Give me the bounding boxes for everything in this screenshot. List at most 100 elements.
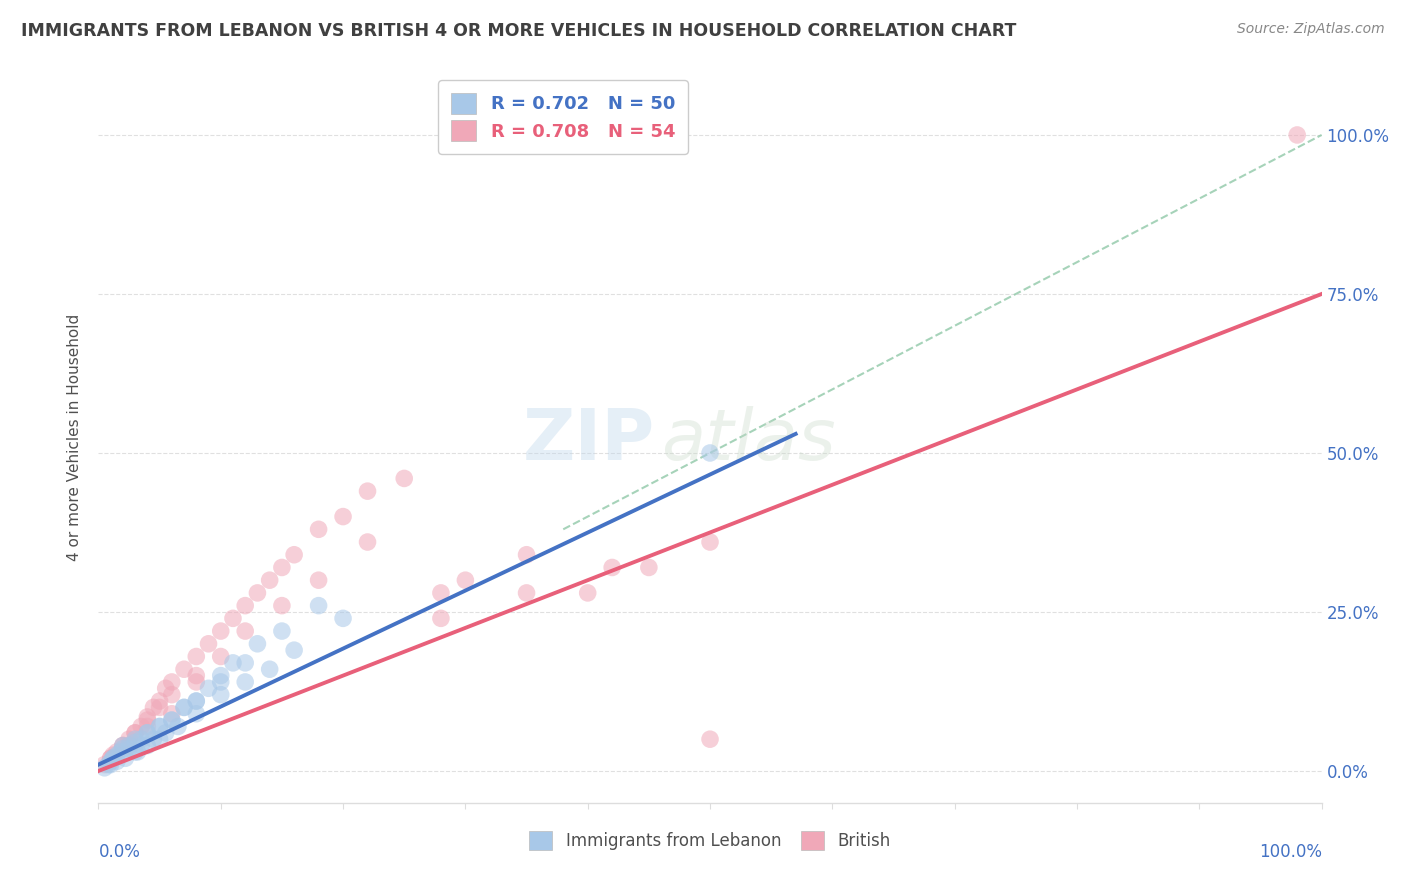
Point — [118, 732, 141, 747]
Point — [105, 755, 128, 769]
Point — [142, 700, 165, 714]
Point — [173, 700, 195, 714]
Legend: Immigrants from Lebanon, British: Immigrants from Lebanon, British — [522, 824, 898, 856]
Point — [186, 706, 208, 721]
Point — [332, 611, 354, 625]
Point — [600, 560, 623, 574]
Point — [160, 706, 183, 721]
Point — [209, 688, 232, 702]
Point — [167, 719, 190, 733]
Point — [105, 748, 128, 763]
Point — [149, 719, 172, 733]
Point — [233, 656, 256, 670]
Point — [332, 509, 354, 524]
Point — [136, 710, 159, 724]
Text: Source: ZipAtlas.com: Source: ZipAtlas.com — [1237, 22, 1385, 37]
Point — [699, 535, 721, 549]
Point — [454, 573, 477, 587]
Point — [124, 745, 146, 759]
Point — [118, 739, 141, 753]
Point — [124, 726, 146, 740]
Point — [118, 739, 141, 753]
Point — [160, 713, 183, 727]
Point — [222, 611, 245, 625]
Point — [283, 548, 305, 562]
Point — [186, 694, 208, 708]
Point — [516, 586, 538, 600]
Point — [124, 726, 146, 740]
Text: 0.0%: 0.0% — [98, 843, 141, 861]
Point — [160, 675, 183, 690]
Point — [392, 471, 416, 485]
Text: atlas: atlas — [661, 406, 835, 475]
Point — [136, 739, 159, 753]
Point — [136, 719, 159, 733]
Point — [101, 751, 124, 765]
Point — [209, 675, 232, 690]
Point — [186, 649, 208, 664]
Point — [105, 745, 128, 759]
Point — [136, 726, 159, 740]
Point — [186, 675, 208, 690]
Point — [160, 688, 183, 702]
Point — [173, 662, 195, 676]
Point — [209, 649, 232, 664]
Point — [233, 624, 256, 638]
Point — [111, 739, 134, 753]
Point — [111, 739, 134, 753]
Point — [283, 643, 305, 657]
Point — [136, 726, 159, 740]
Point — [356, 484, 378, 499]
Text: ZIP: ZIP — [523, 406, 655, 475]
Point — [100, 751, 122, 765]
Point — [246, 586, 269, 600]
Point — [114, 751, 136, 765]
Point — [637, 560, 661, 574]
Point — [93, 757, 115, 772]
Point — [430, 586, 453, 600]
Point — [233, 675, 256, 690]
Point — [155, 726, 177, 740]
Point — [100, 757, 122, 772]
Point — [197, 637, 219, 651]
Point — [516, 548, 538, 562]
Point — [149, 719, 172, 733]
Point — [149, 732, 172, 747]
Point — [576, 586, 599, 600]
Point — [430, 611, 453, 625]
Point — [173, 700, 195, 714]
Point — [111, 741, 134, 756]
Point — [93, 761, 115, 775]
Point — [259, 573, 281, 587]
Point — [124, 735, 146, 749]
Point — [356, 535, 378, 549]
Point — [209, 624, 232, 638]
Point — [100, 755, 122, 769]
Point — [1286, 128, 1309, 142]
Y-axis label: 4 or more Vehicles in Household: 4 or more Vehicles in Household — [67, 313, 83, 561]
Point — [100, 751, 122, 765]
Point — [699, 446, 721, 460]
Point — [129, 739, 152, 753]
Point — [160, 713, 183, 727]
Point — [699, 732, 721, 747]
Point — [209, 668, 232, 682]
Point — [186, 694, 208, 708]
Point — [197, 681, 219, 696]
Point — [222, 656, 245, 670]
Point — [129, 719, 152, 733]
Point — [101, 751, 124, 765]
Point — [308, 599, 330, 613]
Point — [155, 681, 177, 696]
Point — [233, 599, 256, 613]
Point — [129, 732, 152, 747]
Text: 100.0%: 100.0% — [1258, 843, 1322, 861]
Point — [270, 599, 294, 613]
Point — [97, 757, 120, 772]
Point — [101, 748, 124, 763]
Point — [142, 732, 165, 747]
Point — [149, 700, 172, 714]
Text: IMMIGRANTS FROM LEBANON VS BRITISH 4 OR MORE VEHICLES IN HOUSEHOLD CORRELATION C: IMMIGRANTS FROM LEBANON VS BRITISH 4 OR … — [21, 22, 1017, 40]
Point — [136, 713, 159, 727]
Point — [111, 739, 134, 753]
